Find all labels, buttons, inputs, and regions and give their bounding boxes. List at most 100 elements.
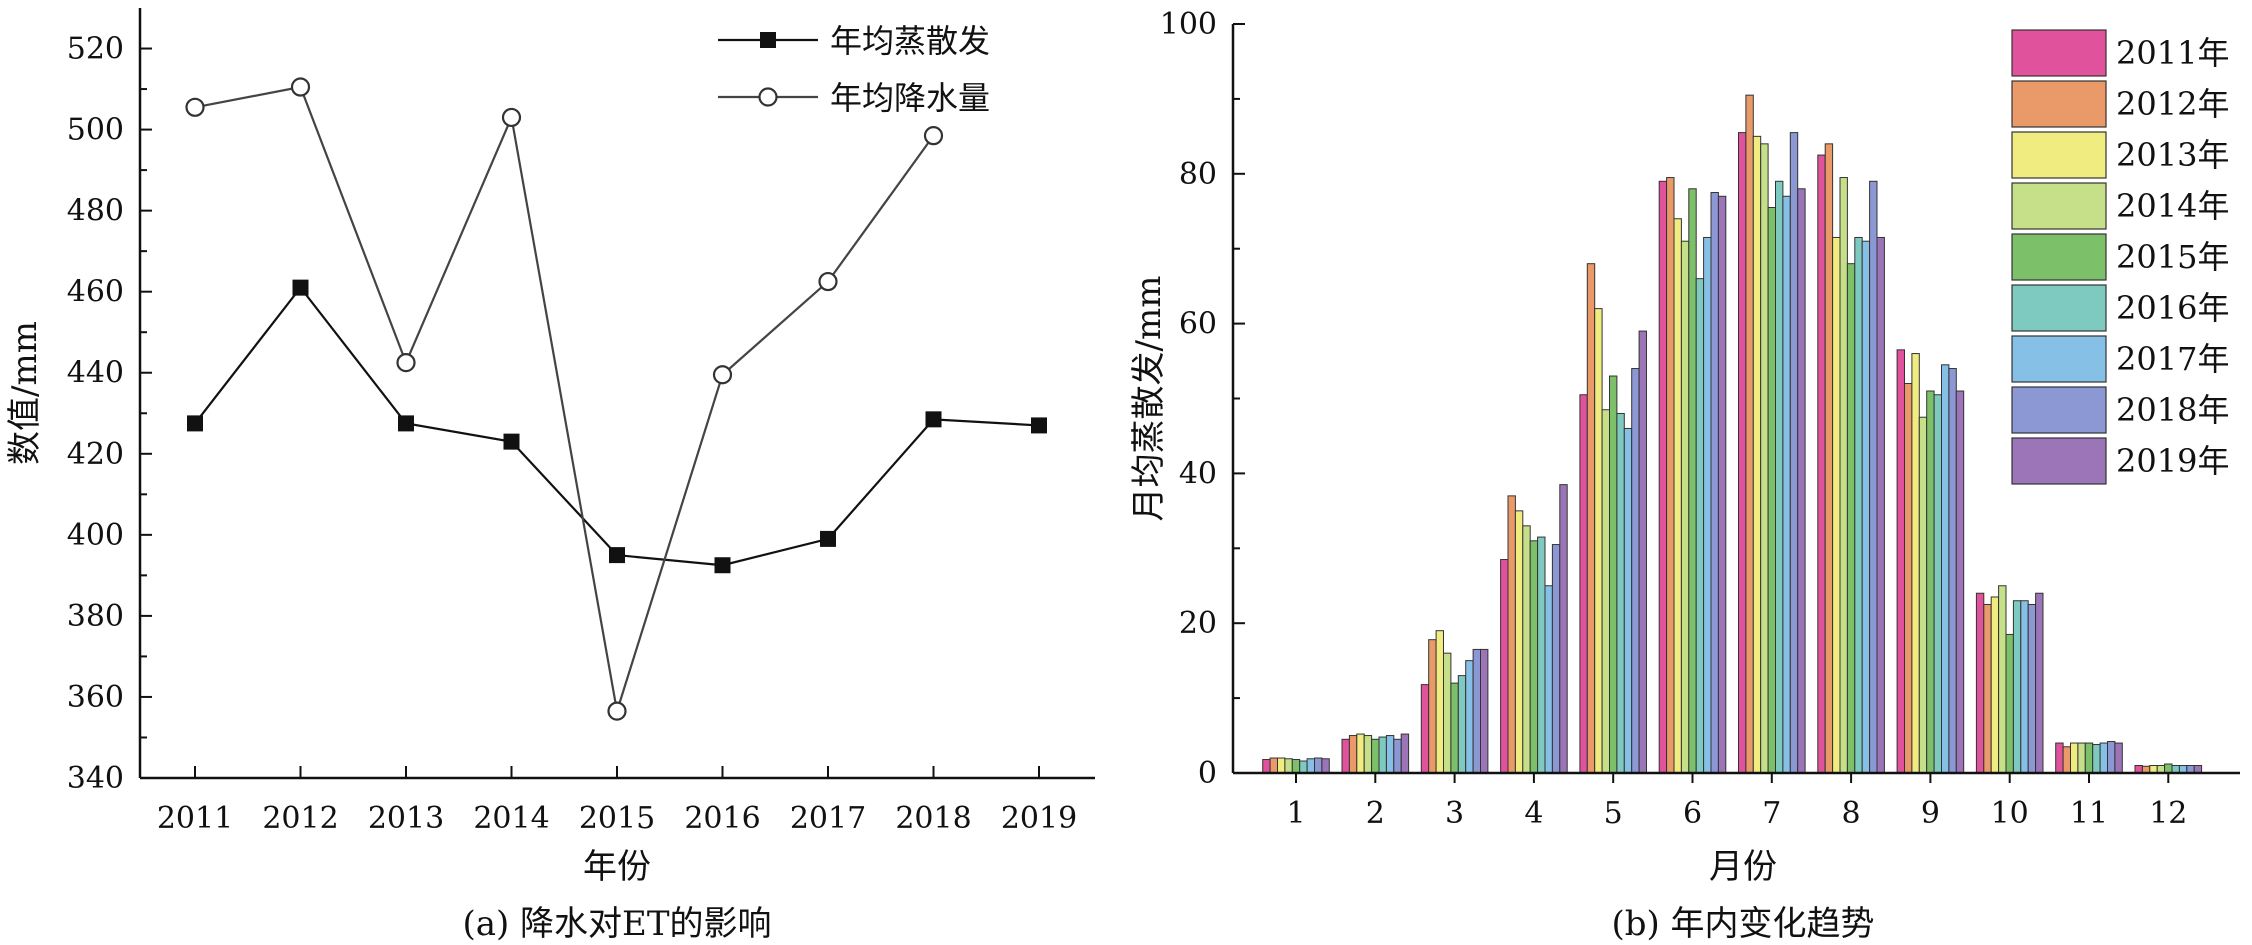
series-line (194, 85, 935, 712)
bar (1998, 585, 2007, 774)
x-tick-label: 9 (1921, 796, 1940, 831)
x-tick-label: 2015 (579, 801, 655, 836)
bar (1420, 684, 1430, 774)
bar (1824, 143, 1834, 774)
bar (1846, 263, 1856, 774)
bar (1695, 278, 1705, 774)
bar (1990, 596, 2000, 774)
bar (2012, 600, 2022, 774)
legend-swatch (2011, 437, 2107, 485)
bar (1348, 735, 1358, 774)
bar (1609, 375, 1618, 774)
data-point-circle (501, 107, 522, 128)
bar (1941, 364, 1950, 774)
bar (1435, 630, 1444, 774)
bar (1775, 180, 1784, 774)
bar (1782, 195, 1791, 774)
bar (1314, 757, 1323, 774)
bar (2077, 742, 2086, 774)
bar (1465, 660, 1474, 774)
y-axis-title: 月均蒸散发/mm (1129, 276, 1169, 522)
bar (1955, 390, 1965, 774)
bar (1797, 188, 1806, 774)
bar (1983, 603, 1992, 774)
bar (1529, 540, 1539, 774)
data-point-square (292, 279, 309, 296)
bar (1703, 236, 1712, 774)
bar (1839, 177, 1848, 774)
x-axis-title: 年份 (583, 847, 651, 887)
bar (2005, 633, 2014, 774)
data-point-circle (607, 701, 627, 721)
bar (1514, 510, 1524, 774)
legend-label: 2017年 (2116, 340, 2229, 378)
bar (1341, 738, 1350, 774)
data-point-square (925, 411, 942, 428)
x-tick-label: 5 (1604, 796, 1623, 831)
legend-swatch (2011, 386, 2107, 434)
bar (1616, 412, 1625, 774)
bar (1948, 368, 1957, 774)
bar (1658, 180, 1668, 774)
x-tick-label: 2012 (262, 801, 338, 836)
y-tick-label: 380 (67, 599, 124, 634)
x-tick-label: 6 (1683, 796, 1702, 831)
x-tick-label: 11 (2070, 796, 2108, 831)
bar (1638, 330, 1647, 774)
bar (1586, 263, 1596, 774)
x-tick-label: 2017 (790, 801, 866, 836)
bar (1933, 394, 1942, 774)
y-tick-label: 480 (67, 194, 124, 229)
legend-label: 2019年 (2116, 442, 2229, 480)
bar (2164, 763, 2173, 774)
bar (1869, 180, 1878, 774)
bar (1876, 236, 1885, 774)
bar (1738, 132, 1747, 774)
bar (1623, 427, 1633, 774)
data-point-circle (923, 126, 944, 146)
y-tick-label: 440 (67, 356, 124, 391)
bar (1680, 240, 1690, 774)
bar (1789, 132, 1799, 774)
data-point-circle (818, 271, 838, 292)
bar (1400, 733, 1410, 774)
legend-label: 2013年 (2116, 136, 2229, 174)
legend-swatch (2011, 233, 2107, 281)
y-axis-title: 数值/mm (5, 321, 45, 465)
legend-swatch (2011, 182, 2107, 230)
bar (1277, 757, 1286, 774)
bar (1861, 240, 1871, 774)
bar (1284, 758, 1293, 774)
x-tick-label: 2013 (368, 801, 444, 836)
bar (2035, 592, 2044, 774)
x-axis-title: 月份 (1709, 847, 1777, 887)
legend-swatch (2011, 80, 2107, 128)
x-tick-label: 2018 (895, 801, 971, 836)
bar (1291, 759, 1301, 774)
bar (1269, 757, 1278, 774)
y-tick-label: 400 (67, 518, 124, 553)
bar (1450, 682, 1459, 774)
bar (2084, 742, 2094, 774)
series-line (194, 285, 1040, 567)
bar (1262, 759, 1271, 774)
bar (1666, 177, 1675, 774)
legend-swatch (2011, 335, 2107, 383)
bar (1904, 383, 1913, 774)
bar (1378, 736, 1387, 774)
bar (1551, 544, 1561, 774)
y-tick-label: 0 (1198, 756, 1217, 791)
y-tick-label: 20 (1179, 606, 1217, 641)
bar (1472, 648, 1481, 774)
y-tick-label: 420 (67, 437, 124, 472)
bar (1926, 390, 1935, 774)
legend-marker-square (760, 32, 776, 48)
legend-swatch (2011, 131, 2107, 179)
x-tick-label: 10 (1991, 796, 2029, 831)
bar (1443, 652, 1452, 774)
legend-label: 2016年 (2116, 289, 2229, 327)
bar (1522, 525, 1531, 774)
bar (1896, 349, 1905, 774)
